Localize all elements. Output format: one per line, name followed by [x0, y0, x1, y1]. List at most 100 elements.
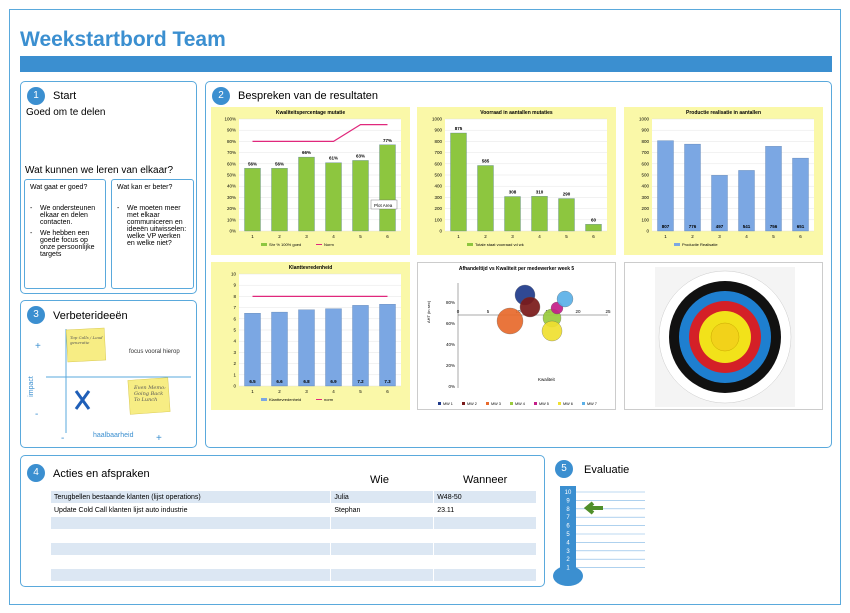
- actions-title: Acties en afspraken: [53, 468, 150, 480]
- data-label: 7.2: [357, 379, 364, 384]
- legend-swatch: [261, 243, 267, 246]
- x-tick-label: 5: [359, 234, 362, 239]
- focus-label: focus vooral hierop: [129, 349, 180, 355]
- data-label: 77%: [383, 138, 392, 143]
- actions-table: Terugbellen bestaande klanten (lijst ope…: [49, 490, 537, 582]
- when-cell[interactable]: [433, 529, 537, 543]
- start-subtitle: Goed om te delen: [26, 107, 106, 118]
- data-label: 6.8: [303, 379, 310, 384]
- bar: [558, 198, 575, 232]
- who-cell[interactable]: [330, 529, 435, 543]
- scale-number: 4: [566, 540, 570, 546]
- legend-label: Shr % 100% goed: [269, 242, 301, 247]
- bar: [298, 156, 315, 232]
- y-tick-label: 90%: [227, 128, 236, 133]
- who-cell[interactable]: [330, 568, 435, 582]
- when-cell[interactable]: 23.11: [433, 503, 537, 517]
- evaluation-thermometer: 10 9 8 7 6 5 4 3 2 1: [553, 486, 645, 586]
- legend-swatch: [510, 402, 513, 405]
- chart-satisfaction: Klanttevredenheid 0 1 2 3 4 5 6 7 8 9 10 6.5 1 6.6 2 6.…: [211, 262, 410, 410]
- scale-number: 1: [566, 566, 570, 572]
- y-tick-label: 10%: [227, 217, 236, 222]
- table-row[interactable]: Update Cold Call klanten lijst auto indu…: [49, 503, 537, 517]
- x-tick-label: 6: [592, 234, 595, 239]
- page-title: Weekstartbord Team: [20, 28, 226, 51]
- legend-swatch: [582, 402, 585, 405]
- better-item: We moeten meer met elkaar communiceren e…: [117, 205, 188, 247]
- action-cell[interactable]: Update Cold Call klanten lijst auto indu…: [49, 503, 332, 517]
- y-tick-label: 200: [641, 206, 649, 211]
- svg-text:+: +: [35, 341, 41, 352]
- x-tick-label: 5: [487, 309, 490, 314]
- y-tick-label: 1000: [432, 117, 443, 122]
- table-row[interactable]: Terugbellen bestaande klanten (lijst ope…: [49, 490, 537, 504]
- when-cell[interactable]: [433, 516, 537, 530]
- y-tick-label: 6: [233, 316, 236, 321]
- bar: [298, 309, 315, 387]
- x-tick-label: 5: [565, 234, 568, 239]
- bar: [531, 196, 548, 232]
- x-tick-label: 6: [386, 389, 389, 394]
- target-icon: [655, 267, 795, 407]
- y-tick-label: 0: [233, 384, 236, 389]
- table-row[interactable]: [49, 529, 537, 543]
- when-cell[interactable]: W48-50: [433, 490, 537, 504]
- scale-number: 3: [566, 549, 570, 555]
- bar: [450, 132, 467, 232]
- table-row[interactable]: [49, 568, 537, 582]
- y-tick-label: 0%: [448, 384, 455, 389]
- bar: [352, 305, 369, 387]
- scale-number: 6: [566, 524, 570, 530]
- bubble: [556, 290, 574, 308]
- table-row[interactable]: [49, 555, 537, 569]
- data-label: 7.3: [384, 379, 391, 384]
- bar: [738, 170, 755, 232]
- who-cell[interactable]: [330, 542, 435, 556]
- y-tick-label: 900: [434, 128, 442, 133]
- data-label: 6.9: [330, 379, 337, 384]
- legend-label: Klanttevredenheid: [269, 397, 301, 402]
- bar: [657, 140, 674, 232]
- who-cell[interactable]: [330, 516, 435, 530]
- action-cell[interactable]: [49, 555, 332, 569]
- norm-line: [252, 124, 388, 142]
- action-cell[interactable]: Terugbellen bestaande klanten (lijst ope…: [49, 490, 332, 504]
- y-tick-label: 700: [434, 150, 442, 155]
- scale-number: 7: [566, 515, 570, 521]
- who-cell[interactable]: Stephan: [330, 503, 435, 517]
- bar: [244, 313, 261, 387]
- legend-label: MW 3: [491, 402, 501, 406]
- bar: [271, 311, 288, 387]
- table-row[interactable]: [49, 542, 537, 556]
- who-cell[interactable]: [330, 555, 435, 569]
- y-tick-label: 400: [641, 184, 649, 189]
- x-tick-label: 6: [386, 234, 389, 239]
- when-cell[interactable]: [433, 568, 537, 582]
- svg-text:-: -: [35, 409, 38, 420]
- y-tick-label: 100%: [224, 117, 236, 122]
- bubble: [496, 307, 524, 335]
- bar: [271, 168, 288, 232]
- action-cell[interactable]: [49, 568, 332, 582]
- y-tick-label: 20%: [446, 363, 455, 368]
- when-cell[interactable]: [433, 555, 537, 569]
- action-cell[interactable]: [49, 542, 332, 556]
- header-bar: [20, 56, 832, 72]
- y-tick-label: 0: [646, 229, 649, 234]
- bar: [765, 146, 782, 232]
- action-cell[interactable]: [49, 529, 332, 543]
- y-tick-label: 80%: [227, 139, 236, 144]
- legend-label: MW 4: [515, 402, 525, 406]
- table-row[interactable]: [49, 516, 537, 530]
- x-tick-label: 2: [691, 234, 694, 239]
- when-cell[interactable]: [433, 542, 537, 556]
- chart-title: Productie realisatie in aantallen: [685, 110, 762, 116]
- y-tick-label: 60%: [446, 321, 455, 326]
- legend-label: MW 7: [587, 402, 597, 406]
- action-cell[interactable]: [49, 516, 332, 530]
- actions-panel: 4 Acties en afspraken Wie Wanneer Terugb…: [20, 455, 545, 587]
- y-tick-label: 300: [641, 195, 649, 200]
- who-cell[interactable]: Julia: [330, 490, 435, 504]
- y-tick-label: 20%: [227, 206, 236, 211]
- y-tick-label: 400: [434, 184, 442, 189]
